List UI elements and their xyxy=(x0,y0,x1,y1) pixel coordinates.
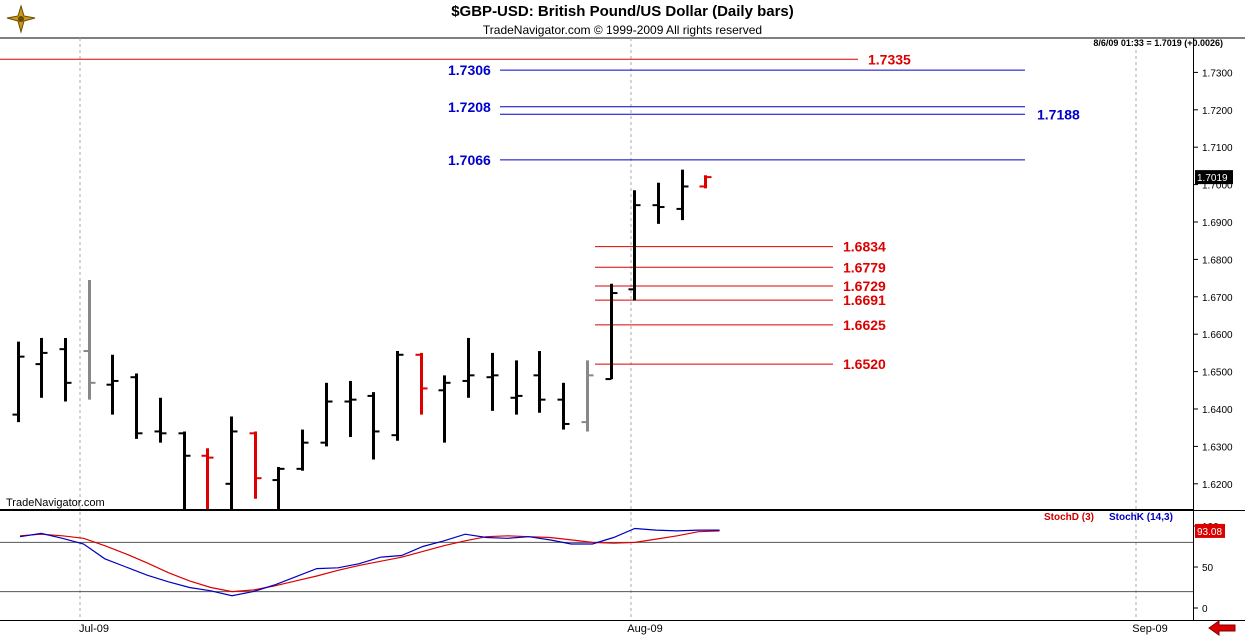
chart-title: $GBP-USD: British Pound/US Dollar (Daily… xyxy=(451,3,794,20)
header-band xyxy=(0,0,1245,38)
y-tick-label: 1.6300 xyxy=(1202,442,1233,453)
last-quote: 8/6/09 01:33 = 1.7019 (+0.0026) xyxy=(1093,38,1223,48)
y-tick-label: 1.7300 xyxy=(1202,68,1233,79)
legend-stochd: StochD (3) xyxy=(1044,512,1094,523)
level-label: 1.6834 xyxy=(843,239,886,255)
stochastic-line xyxy=(19,530,720,593)
level-label: 1.6691 xyxy=(843,292,886,308)
stochastic-panel: 05010093.08 xyxy=(0,522,1225,615)
watermark-text: TradeNavigator.com xyxy=(6,497,105,509)
level-label: 1.7188 xyxy=(1037,106,1080,122)
trade-navigator-logo-icon xyxy=(4,4,38,34)
level-label: 1.6625 xyxy=(843,317,886,333)
legend-stochk: StochK (14,3) xyxy=(1109,512,1173,523)
stochastic-line xyxy=(19,527,720,597)
level-label: 1.7208 xyxy=(448,99,491,115)
price-panel: 1.6200 1.6300 1.6400 1.6500 1.6600 1.6700 1.68… xyxy=(0,51,1233,509)
y-tick-label: 1.6400 xyxy=(1202,405,1233,416)
y-tick-label: 1.6200 xyxy=(1202,480,1233,491)
x-tick-label: Jul-09 xyxy=(79,623,109,635)
y-tick-label: 0 xyxy=(1202,604,1208,615)
last-price-label: 1.7019 xyxy=(1197,173,1228,184)
y-tick-label: 1.6800 xyxy=(1202,255,1233,266)
last-stoch-label: 93.08 xyxy=(1197,527,1222,538)
y-tick-label: 1.7200 xyxy=(1202,106,1233,117)
level-label: 1.6729 xyxy=(843,278,886,294)
y-tick-label: 1.6500 xyxy=(1202,368,1233,379)
last-stoch-box xyxy=(1195,523,1225,538)
level-label: 1.7335 xyxy=(868,51,911,67)
y-tick-label: 1.7000 xyxy=(1202,181,1233,192)
level-label: 1.6779 xyxy=(843,259,886,275)
copyright-text: TradeNavigator.com © 1999-2009 All right… xyxy=(482,23,763,37)
y-tick-label: 1.6700 xyxy=(1202,293,1233,304)
x-tick-label: Aug-09 xyxy=(627,623,662,635)
y-tick-label: 1.6900 xyxy=(1202,218,1233,229)
level-label: 1.7306 xyxy=(448,62,491,78)
y-tick-label: 50 xyxy=(1202,563,1214,574)
y-tick-label: 1.7100 xyxy=(1202,143,1233,154)
left-arrow-icon[interactable] xyxy=(1207,620,1237,636)
level-label: 1.7066 xyxy=(448,152,491,168)
y-tick-label: 1.6600 xyxy=(1202,330,1233,341)
x-tick-label: Sep-09 xyxy=(1132,623,1167,635)
last-price-box xyxy=(1195,170,1233,185)
level-label: 1.6520 xyxy=(843,356,886,372)
